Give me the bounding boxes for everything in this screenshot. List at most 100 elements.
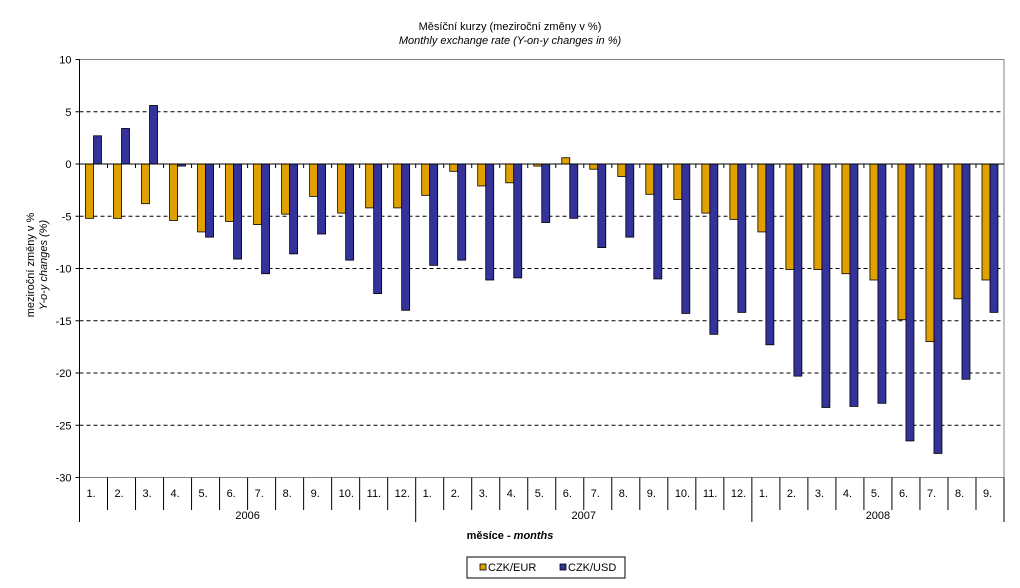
x-category-label: 12.	[731, 488, 746, 500]
y-tick-label: -10	[56, 264, 72, 276]
x-axis-categories: 1. 2. 3. 4. 5. 6. 7. 8. 9. 10. 11. 12. 1. 2. 3. 4. 5. 6. 7…	[79, 477, 1005, 522]
bar-czk-usd	[793, 163, 803, 377]
legend-swatch-eur	[479, 563, 487, 571]
bar-czk-usd	[569, 163, 579, 219]
bar-czk-usd	[737, 163, 747, 313]
bar-czk-usd	[205, 163, 214, 238]
x-category-label: 8.	[619, 488, 628, 500]
x-category-label: 2.	[115, 488, 124, 500]
x-category-label: 11.	[367, 488, 381, 500]
bar-czk-eur	[589, 163, 599, 170]
bar-czk-eur	[365, 163, 375, 209]
x-category-label: 11.	[703, 488, 717, 500]
bar-czk-usd	[401, 163, 411, 311]
x-year-label: 2006	[235, 510, 259, 522]
bar-czk-eur	[673, 163, 683, 200]
x-category-label: 12.	[395, 488, 410, 500]
bar-czk-eur	[141, 163, 150, 205]
bar-czk-usd	[541, 163, 551, 223]
bar-czk-eur	[841, 163, 851, 275]
x-category-label: 7.	[255, 488, 264, 500]
x-category-label: 6.	[899, 488, 908, 500]
bar-czk-eur	[421, 163, 431, 196]
x-category-label: 9.	[983, 488, 992, 500]
x-category-label: 9.	[311, 488, 320, 500]
y-tick-label: 10	[59, 55, 71, 67]
bar-czk-usd	[961, 163, 971, 380]
bar-czk-usd	[625, 163, 635, 238]
bar-czk-eur	[953, 163, 963, 300]
y-tick-label: -5	[62, 211, 72, 223]
x-category-label: 7.	[927, 488, 936, 500]
bar-czk-eur	[113, 163, 122, 219]
bar-czk-eur	[253, 163, 262, 226]
bar-czk-usd	[709, 163, 719, 335]
bar-czk-eur	[617, 163, 627, 177]
y-tick-label: -15	[56, 316, 72, 328]
x-category-label: 10.	[339, 488, 354, 500]
y-tick-label: 0	[65, 159, 71, 171]
bar-czk-eur	[729, 163, 739, 220]
bar-czk-usd	[849, 163, 859, 407]
bar-czk-eur	[85, 163, 94, 219]
bar-czk-usd	[261, 163, 270, 275]
bar-czk-usd	[597, 163, 607, 248]
bar-czk-usd	[345, 163, 355, 261]
bar-czk-usd	[485, 163, 495, 281]
bar-czk-usd	[373, 163, 383, 294]
x-year-label: 2008	[866, 510, 890, 522]
bar-czk-usd	[149, 105, 158, 165]
x-category-label: 5.	[199, 488, 208, 500]
x-category-label: 3.	[815, 488, 824, 500]
y-axis-label-en: Y-o-y changes (%)	[38, 220, 50, 311]
legend: CZK/EUR CZK/USD	[466, 556, 626, 579]
bar-czk-eur	[225, 163, 234, 222]
gridlines	[79, 111, 1004, 426]
bar-czk-usd	[429, 163, 439, 266]
bar-czk-eur	[813, 163, 823, 270]
x-category-label: 2.	[451, 488, 460, 500]
legend-label-eur: CZK/EUR	[488, 562, 536, 574]
x-category-label: 8.	[955, 488, 964, 500]
x-year-label: 2007	[572, 510, 596, 522]
x-category-label: 8.	[283, 488, 292, 500]
bar-czk-eur	[505, 163, 515, 184]
bar-czk-eur	[197, 163, 206, 233]
x-category-label: 9.	[647, 488, 656, 500]
x-category-label: 4.	[843, 488, 852, 500]
bar-czk-eur	[701, 163, 711, 214]
x-axis-label-sep: -	[504, 530, 514, 542]
y-tick-label: -25	[56, 420, 72, 432]
x-category-label: 4.	[171, 488, 180, 500]
bar-czk-eur	[757, 163, 767, 233]
x-category-label: 2.	[787, 488, 796, 500]
bar-czk-eur	[925, 163, 935, 343]
y-tick-label: -20	[56, 368, 72, 380]
bar-czk-usd	[317, 163, 327, 235]
x-category-label: 5.	[535, 488, 544, 500]
bar-czk-usd	[457, 163, 467, 261]
y-axis-ticks: 10 5 0 -5 -10 -15 -20 -25 -30	[56, 55, 80, 485]
bar-czk-usd	[905, 163, 915, 442]
chart-title: Měsíční kurzy (meziroční změny v %)	[419, 21, 602, 33]
x-category-label: 4.	[507, 488, 516, 500]
bar-czk-eur	[449, 163, 459, 172]
bar-czk-usd	[289, 163, 299, 255]
x-category-label: 1.	[423, 488, 432, 500]
x-category-label: 10.	[675, 488, 690, 500]
bar-czk-usd	[233, 163, 242, 260]
bar-czk-usd	[513, 163, 523, 279]
x-category-label: 3.	[143, 488, 152, 500]
bar-czk-usd	[765, 163, 775, 346]
bar-czk-usd	[989, 163, 999, 313]
x-category-label: 5.	[871, 488, 880, 500]
bar-czk-eur	[169, 163, 178, 221]
bar-czk-eur	[309, 163, 319, 197]
bar-czk-eur	[561, 157, 571, 165]
bar-czk-eur	[281, 163, 291, 215]
bar-czk-eur	[393, 163, 403, 209]
legend-swatch-usd	[559, 563, 567, 571]
bar-czk-eur	[981, 163, 991, 281]
bar-czk-usd	[121, 128, 130, 165]
